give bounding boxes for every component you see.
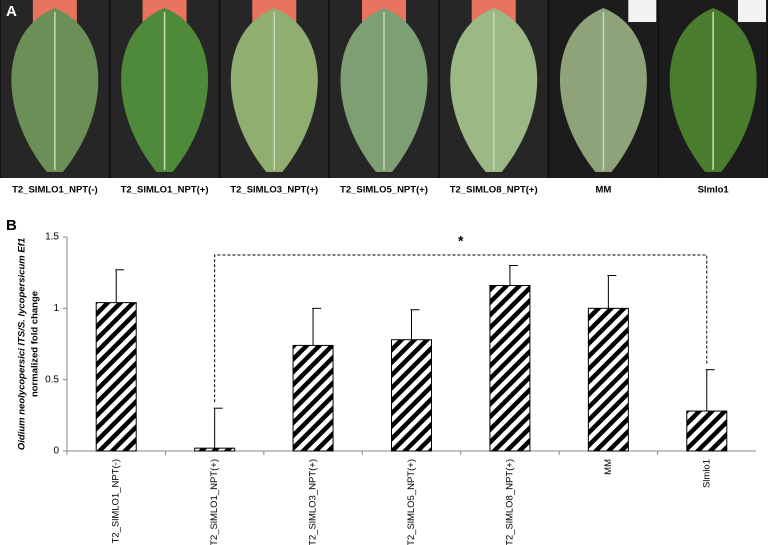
x-tick-label: T2_SlMLO5_NPT(+) [406, 459, 417, 545]
photo-caption: T2_SlMLO3_NPT(+) [230, 185, 318, 196]
bar [95, 302, 137, 452]
bar [194, 447, 236, 452]
photo-corner [738, 0, 766, 22]
photo-caption: T2_SlMLO1_NPT(-) [12, 185, 98, 196]
panel-label: B [6, 217, 17, 234]
significance-star: * [458, 233, 464, 249]
significance-bracket [214, 254, 708, 403]
photo-caption: T2_SlMLO8_NPT(+) [450, 185, 538, 196]
y-tick-label: 0 [53, 446, 59, 457]
photo-caption: MM [596, 185, 612, 196]
bar [391, 339, 432, 452]
photo-corner [628, 0, 657, 22]
x-tick-label: Slmlo1 [701, 459, 712, 488]
bar [686, 410, 728, 452]
photo-caption: Slmlo1 [698, 185, 730, 196]
bar [489, 285, 531, 452]
photo-caption: T2_SlMLO5_NPT(+) [340, 185, 428, 196]
y-tick-label: 0.5 [45, 374, 59, 385]
y-axis-label: normalized fold change [30, 291, 41, 397]
x-tick-label: T2_SlMLO1_NPT(+) [209, 459, 220, 545]
bar [292, 344, 334, 452]
x-tick-label: T2_SlMLO3_NPT(+) [308, 459, 319, 545]
panel-label: A [6, 3, 17, 20]
y-tick-label: 1 [53, 303, 59, 314]
x-tick-label: T2_SlMLO1_NPT(-) [111, 459, 122, 543]
x-tick-label: T2_SlMLO8_NPT(+) [504, 459, 515, 545]
photo-caption: T2_SlMLO1_NPT(+) [121, 185, 209, 196]
y-tick-label: 1.5 [45, 232, 59, 243]
bar [587, 307, 629, 452]
x-tick-label: MM [603, 459, 614, 475]
y-axis-label: Oidium neolycopersici ITS/S. lycopersicu… [17, 238, 28, 450]
